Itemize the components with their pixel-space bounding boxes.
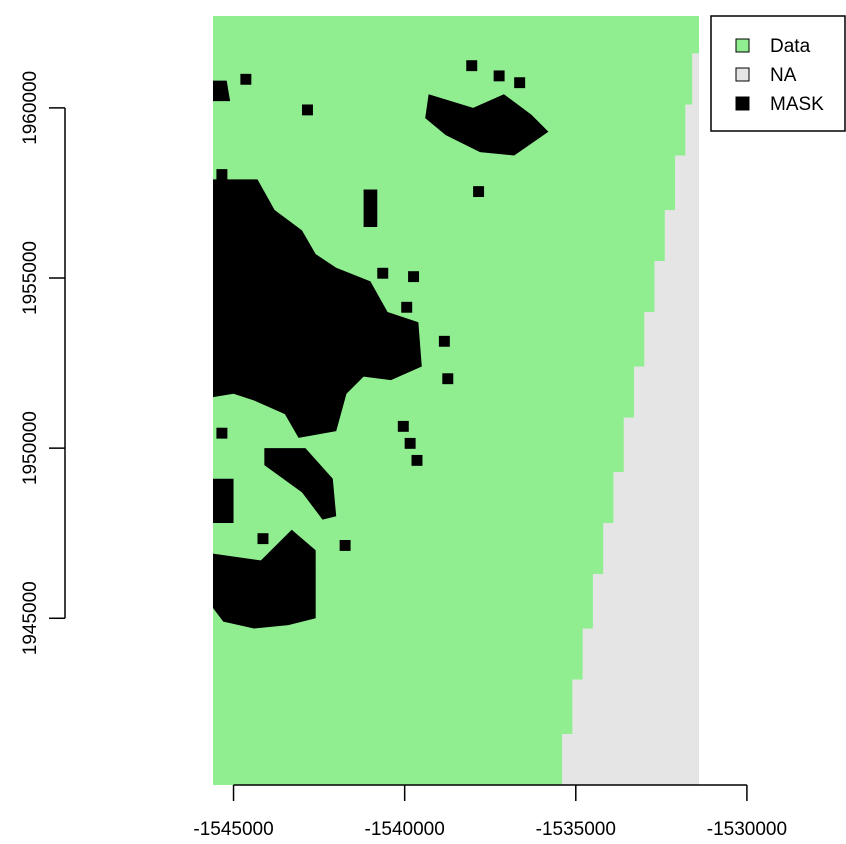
y-tick-label: 1950000 [20, 411, 41, 485]
mask-region [213, 529, 316, 629]
legend: Data NA MASK [710, 15, 846, 132]
legend-swatch [735, 96, 750, 111]
mask-cell [339, 540, 351, 551]
mask-cell [408, 271, 420, 283]
mask-cell [493, 70, 505, 82]
mask-cell [240, 73, 252, 85]
mask-cell [397, 420, 409, 432]
y-tick-label: 1945000 [20, 581, 41, 655]
mask-cell [377, 267, 389, 279]
mask-cell [411, 454, 423, 466]
legend-label: Data [770, 36, 811, 57]
mask-cell [216, 169, 228, 181]
mask-cell [404, 437, 416, 449]
mask-region [264, 448, 337, 520]
mask-region [425, 94, 549, 156]
mask-cell [257, 533, 269, 545]
legend-box [710, 15, 846, 132]
x-tick-label: -1540000 [365, 819, 445, 840]
mask-cell [438, 335, 450, 347]
mask-cell [473, 186, 485, 198]
x-axis: -1545000 -1540000 -1535000 -1530000 [193, 784, 787, 840]
legend-label: MASK [770, 94, 824, 115]
mask-cell [442, 373, 454, 385]
raster-layer [213, 16, 699, 785]
legend-label: NA [770, 65, 797, 86]
x-tick-label: -1530000 [707, 819, 787, 840]
x-tick-label: -1535000 [536, 819, 616, 840]
na-region [555, 33, 699, 785]
mask-cell [466, 60, 478, 72]
y-tick-label: 1955000 [20, 241, 41, 315]
y-tick-label: 1960000 [20, 71, 41, 145]
legend-swatch [735, 38, 750, 53]
mask-cell [401, 301, 413, 313]
legend-swatch [735, 67, 750, 82]
x-tick-label: -1545000 [193, 819, 273, 840]
mask-cell [301, 104, 313, 116]
mask-region [213, 478, 234, 523]
mask-region [363, 189, 378, 227]
mask-region [213, 179, 422, 438]
mask-cell [514, 77, 526, 89]
mask-cell [216, 427, 228, 439]
y-axis: 1945000 1950000 1955000 1960000 [20, 71, 66, 655]
mask-region [213, 80, 231, 102]
